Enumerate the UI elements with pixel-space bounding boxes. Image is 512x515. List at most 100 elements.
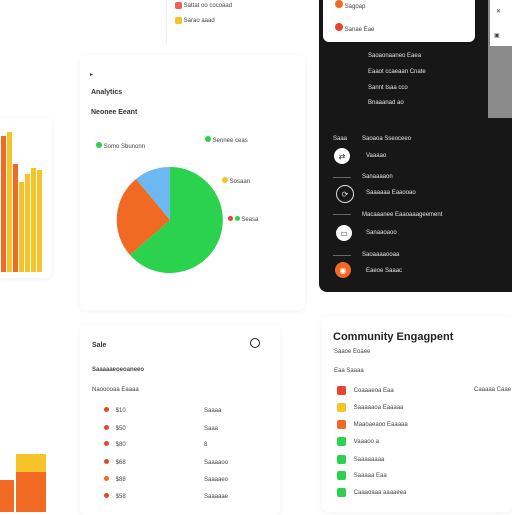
pie-chart xyxy=(116,166,223,273)
legend-label: Seasa xyxy=(241,217,259,223)
row-label: Vaaaoo a xyxy=(353,439,379,446)
status-dot xyxy=(104,407,109,412)
list-item: Vaaaoo a xyxy=(337,437,379,446)
status-swatch xyxy=(337,488,346,497)
bar xyxy=(0,480,14,512)
bar xyxy=(1,136,6,272)
dropdown-item[interactable]: Sagoap xyxy=(335,0,365,11)
legend-swatch xyxy=(175,17,182,24)
checkbox-icon[interactable]: ▣ xyxy=(494,33,500,39)
row-num: $58 xyxy=(115,494,126,500)
status-dot xyxy=(104,425,109,430)
legend-swatch xyxy=(175,2,182,9)
bar xyxy=(7,132,12,272)
legend-item: Somo Sbunonn xyxy=(96,142,145,151)
list-item: Maaoaeaoo Eaaaaa xyxy=(337,420,408,429)
column-header: Eaa Saaaa xyxy=(334,368,364,374)
row-value: 8 xyxy=(204,442,208,448)
sidebar-item-header: Sanaaaaon xyxy=(362,174,393,180)
bar-chart-card-top xyxy=(0,118,52,278)
chat-icon[interactable]: ⇄ xyxy=(334,148,350,164)
legend-label: Sattat oo cocoaad xyxy=(183,3,233,10)
list-item: Saaaaaoa Eaaaaa xyxy=(337,403,403,412)
sidebar-menu-item[interactable]: Bnaaanad ao xyxy=(368,100,404,106)
row-label: Coaaaeoa Eaa xyxy=(353,388,394,395)
list-item: Saaaaaaaa xyxy=(337,455,384,464)
refresh-icon[interactable]: ⟳ xyxy=(336,185,354,203)
sidebar-item-label[interactable]: Vaaaao xyxy=(366,153,387,159)
row-num: $88 xyxy=(115,477,126,483)
column-header: Caaaaa Caae xyxy=(474,387,512,393)
sidebar-menu-item[interactable]: Saoaonaaneo Eaea xyxy=(368,53,422,59)
list-item: $88 xyxy=(104,476,126,484)
row-label: Caaaoaaa aaaaeea xyxy=(353,490,407,497)
sidebar-item-label[interactable]: Eaeoe Saaac xyxy=(366,268,403,274)
card-title: Analytics xyxy=(91,89,123,96)
legend-dot xyxy=(96,142,102,148)
sidebar-item-header: Saoaoa Sseoceeo xyxy=(362,136,412,142)
list-item: Saaaaa Eaa xyxy=(337,471,387,480)
card-subtitle: Neonee Eeant xyxy=(91,109,138,116)
preview-thumbnail-white: ✕ ▣ xyxy=(490,0,512,46)
close-icon[interactable]: ✕ xyxy=(496,9,502,15)
bar xyxy=(31,168,36,272)
sidebar-item-header: Saoaaaaooaa xyxy=(362,252,400,258)
status-dot xyxy=(104,493,109,498)
divider xyxy=(333,214,351,215)
legend-label: Somo Sbunonn xyxy=(103,144,146,150)
radio-icon[interactable] xyxy=(250,338,260,348)
dropdown-item[interactable]: Sanae Eae xyxy=(335,23,374,34)
row-label: Maaoaeaoo Eaaaaa xyxy=(353,422,408,429)
legend-item: Sosaan xyxy=(222,177,250,186)
row-value: Saaaaae xyxy=(204,494,229,500)
legend-label: Sarao aaad xyxy=(183,18,215,25)
status-swatch xyxy=(337,455,346,464)
row-value: Saaaaeo xyxy=(204,477,229,483)
status-swatch xyxy=(337,403,346,412)
status-swatch xyxy=(337,386,346,395)
dropdown-item-label: Sagoap xyxy=(344,4,366,10)
sidebar-section-label: Saaa xyxy=(333,136,348,142)
row-num: $10 xyxy=(115,408,126,414)
list-item: Caaaoaaa aaaaeea xyxy=(337,488,406,497)
status-dot xyxy=(104,459,109,464)
bar xyxy=(16,472,46,512)
divider xyxy=(333,255,351,256)
bar-chart-top xyxy=(1,132,42,272)
bar xyxy=(37,170,42,272)
sidebar-menu-item[interactable]: Sannt tsaa cco xyxy=(368,85,408,91)
legend-label: Sosaan xyxy=(229,179,251,185)
analytics-card: ▸ Analytics Neonee Eeant Somo Sbunonn Se… xyxy=(80,55,305,310)
row-value: Saaa xyxy=(204,426,219,432)
menu-item-icon xyxy=(335,0,343,8)
bar xyxy=(25,174,30,272)
message-icon[interactable]: ▭ xyxy=(336,225,352,241)
chat-bubble-icon[interactable]: ◉ xyxy=(335,262,351,278)
list-item: $50 xyxy=(104,425,126,433)
sales-card: Sale Saaaaaeoeoaneeo Naooooaa Eaaaa $10 … xyxy=(80,325,280,515)
dropdown-item-label: Sanae Eae xyxy=(344,27,375,33)
community-card: Community Engagpent Saaoe Eoaee Eaa Saaa… xyxy=(322,316,512,512)
pie-slice-blue xyxy=(136,166,170,220)
bar xyxy=(13,164,18,272)
legend-item: Sennee ceas xyxy=(205,136,248,145)
cursor-mark: ▸ xyxy=(90,72,94,78)
sidebar-item-label[interactable]: Saaaaaa Eaaooao xyxy=(366,190,416,196)
card-title: Sale xyxy=(92,342,107,349)
menu-item-icon xyxy=(335,23,343,31)
divider xyxy=(333,177,351,178)
status-swatch xyxy=(337,471,346,480)
card-subtitle: Saaoe Eoaee xyxy=(334,349,371,355)
sidebar-menu-item[interactable]: Eaaot ccaeaan Cnate xyxy=(368,69,426,75)
bar-chart-bottom xyxy=(0,454,46,512)
status-dot xyxy=(104,476,109,481)
pie-slice-green xyxy=(130,167,223,273)
legend-dot xyxy=(205,136,211,142)
sidebar-item-label[interactable]: Sanaaoaoo xyxy=(366,230,397,236)
status-swatch xyxy=(337,420,346,429)
card-subtitle: Saaaaaeoeoaneeo xyxy=(92,367,145,373)
bar xyxy=(19,182,24,272)
list-item: $80 xyxy=(104,441,126,449)
legend-dot xyxy=(228,216,233,221)
top-legend: Sattat oo cocoaad Sarao aaad xyxy=(166,0,277,44)
